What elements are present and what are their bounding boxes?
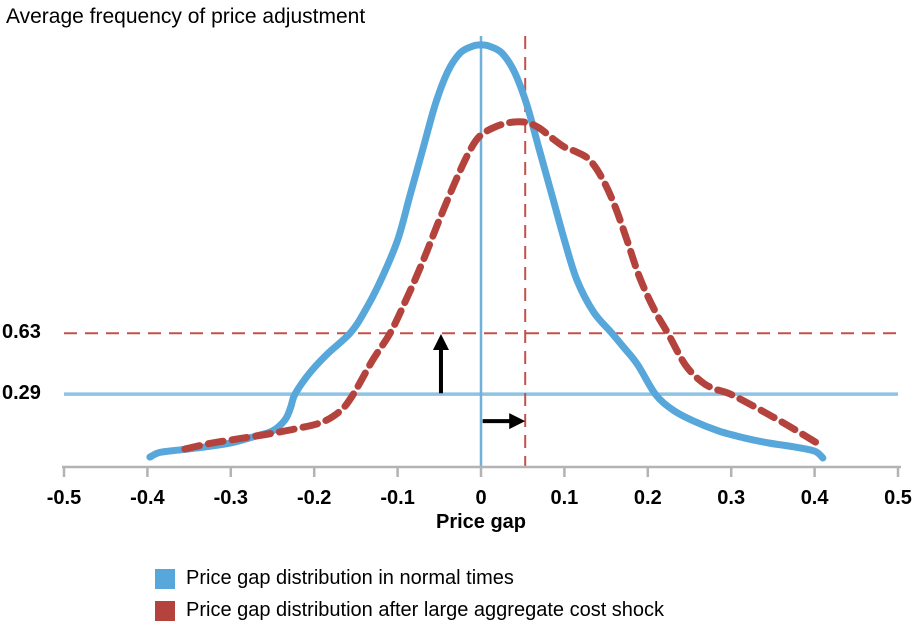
x-tick-label: -0.3 [214, 487, 248, 509]
arrow-price-gap-shift-head [509, 413, 526, 430]
legend-swatch-blue [155, 568, 175, 589]
x-tick-label: 0.5 [884, 487, 912, 509]
yref-label-normal: 0.29 [2, 382, 41, 404]
x-tick-label: 0.2 [634, 487, 662, 509]
legend-item-after-shock: Price gap distribution after large aggre… [155, 599, 664, 622]
x-tick-label: 0.4 [801, 487, 830, 509]
legend: Price gap distribution in normal times P… [155, 567, 664, 622]
chart-plot-area: -0.5 -0.4 -0.3 -0.2 -0.1 0 0.1 0.2 0.3 0.4 0.5 [47, 36, 912, 509]
x-tick-label: 0.1 [550, 487, 578, 509]
x-tick-label: -0.1 [380, 487, 414, 509]
legend-label-after-shock: Price gap distribution after large aggre… [186, 599, 665, 621]
x-tick-label: -0.4 [130, 487, 165, 509]
curve-after-shock [181, 118, 821, 453]
yref-label-after-shock: 0.63 [2, 321, 41, 343]
curve-normal-times [146, 41, 827, 462]
chart-title: Average frequency of price adjustment [6, 5, 366, 28]
x-axis-title: Price gap [435, 511, 527, 533]
arrow-frequency-increase-head [432, 334, 449, 351]
legend-label-normal-times: Price gap distribution in normal times [186, 567, 514, 589]
x-tick-label: -0.5 [47, 487, 81, 509]
x-tick-label: 0.3 [717, 487, 745, 509]
legend-item-normal-times: Price gap distribution in normal times [155, 567, 664, 590]
legend-swatch-red [155, 600, 175, 621]
x-tick-label: -0.2 [297, 487, 331, 509]
x-tick-label: 0 [475, 487, 486, 509]
